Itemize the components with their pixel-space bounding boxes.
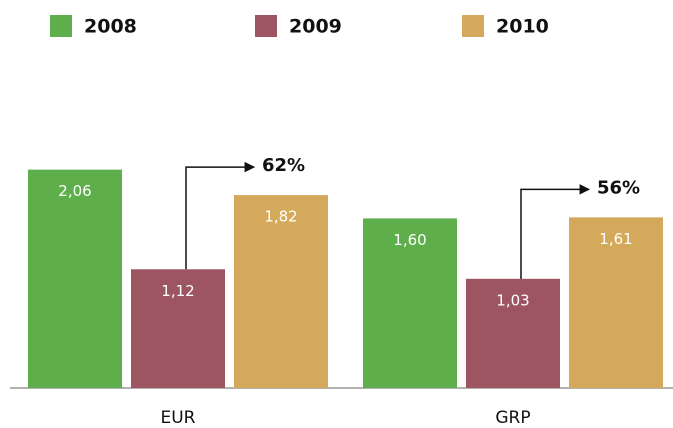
- x-tick-label: GRP: [495, 408, 530, 428]
- legend-swatch: [255, 15, 277, 37]
- annotation-arrow: [520, 184, 591, 279]
- bar: [234, 195, 328, 388]
- value-label: 1,82: [264, 208, 297, 226]
- bar: [466, 278, 560, 388]
- legend-label: 2009: [289, 16, 342, 38]
- legend-swatch: [462, 15, 484, 37]
- bar: [131, 269, 225, 388]
- bar: [363, 218, 457, 388]
- value-label: 1,03: [496, 291, 529, 309]
- annotation: 56%: [597, 177, 640, 198]
- value-label: 2,06: [58, 182, 91, 200]
- value-label: 1,61: [599, 230, 632, 248]
- value-label: 1,12: [161, 282, 194, 300]
- bar: [28, 169, 122, 388]
- legend-label: 2008: [84, 16, 137, 38]
- annotation: 62%: [262, 155, 305, 176]
- value-label: 1,60: [393, 231, 426, 249]
- x-tick-label: EUR: [161, 408, 196, 428]
- bar: [569, 217, 663, 388]
- annotation-arrow: [185, 161, 256, 270]
- legend-label: 2010: [496, 16, 549, 38]
- legend-swatch: [50, 15, 72, 37]
